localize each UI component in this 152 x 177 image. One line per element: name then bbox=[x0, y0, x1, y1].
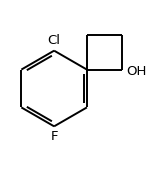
Text: F: F bbox=[50, 130, 58, 143]
Text: Cl: Cl bbox=[48, 34, 61, 47]
Text: OH: OH bbox=[126, 65, 147, 78]
